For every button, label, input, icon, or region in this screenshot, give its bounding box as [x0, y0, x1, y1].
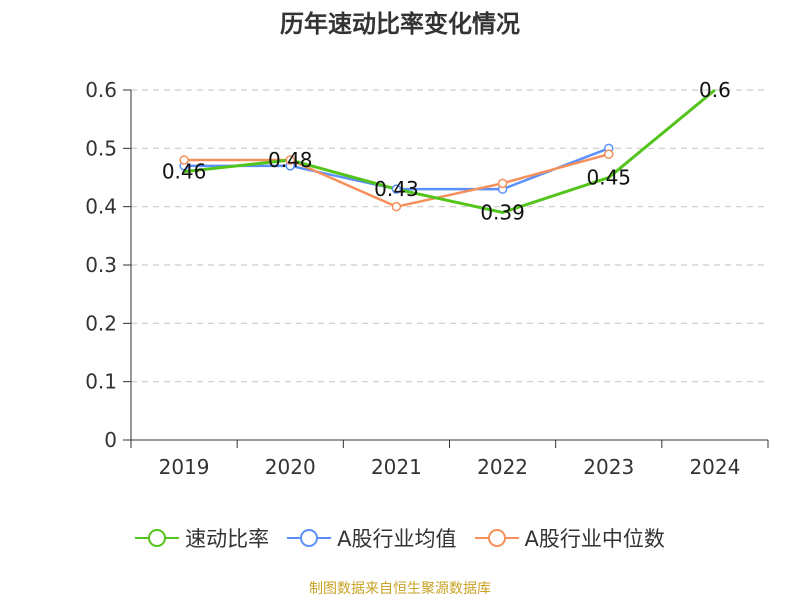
y-tick-label: 0: [104, 428, 117, 452]
legend-marker-industry-median: [487, 529, 506, 547]
legend-label-industry-median: A股行业中位数: [524, 527, 665, 551]
legend-item-industry-median[interactable]: A股行业中位数: [474, 523, 665, 553]
data-label: 0.39: [480, 201, 525, 225]
series-point-1: [391, 184, 402, 194]
source-note: 制图数据来自恒生聚源数据库: [309, 581, 491, 597]
x-tick-label: 2021: [371, 455, 422, 479]
legend-marker-quick-ratio: [148, 529, 167, 547]
series-line-0: [183, 88, 716, 215]
legend-item-industry-mean[interactable]: A股行业均值: [287, 523, 457, 553]
y-tick-label: 0.1: [85, 370, 117, 394]
legend-swatch-industry-mean: [287, 529, 332, 547]
x-tick-label: 2019: [159, 455, 210, 479]
y-tick-label: 0.4: [85, 195, 117, 219]
data-label: 0.43: [374, 177, 419, 201]
data-label: 0.48: [268, 148, 313, 172]
data-label: 0.46: [162, 160, 207, 184]
legend-label-quick-ratio: 速动比率: [185, 527, 270, 551]
series-point-2: [179, 155, 189, 165]
series-point-2: [604, 149, 614, 159]
y-tick-label: 0.6: [85, 78, 117, 102]
series-point-2: [391, 201, 402, 212]
series-point-2: [285, 155, 295, 165]
x-tick-label: 2023: [583, 455, 634, 479]
y-tick-label: 0.5: [85, 136, 117, 160]
y-tick-label: 0.3: [85, 253, 117, 277]
x-tick-label: 2024: [689, 455, 740, 479]
data-label: 0.45: [586, 166, 631, 190]
legend-marker-industry-mean: [300, 529, 319, 547]
data-label: 0.6: [699, 78, 731, 102]
series-point-2: [497, 178, 508, 189]
chart-title: 历年速动比率变化情况: [280, 10, 520, 38]
y-tick-label: 0.2: [85, 311, 117, 335]
x-tick-label: 2020: [265, 455, 316, 479]
legend-swatch-quick-ratio: [135, 529, 180, 547]
legend: 速动比率 A股行业均值 A股行业中位数: [0, 518, 800, 558]
legend-item-quick-ratio[interactable]: 速动比率: [135, 523, 269, 553]
legend-swatch-industry-median: [474, 529, 519, 547]
legend-label-industry-mean: A股行业均值: [337, 527, 457, 551]
x-tick-label: 2022: [477, 455, 528, 479]
